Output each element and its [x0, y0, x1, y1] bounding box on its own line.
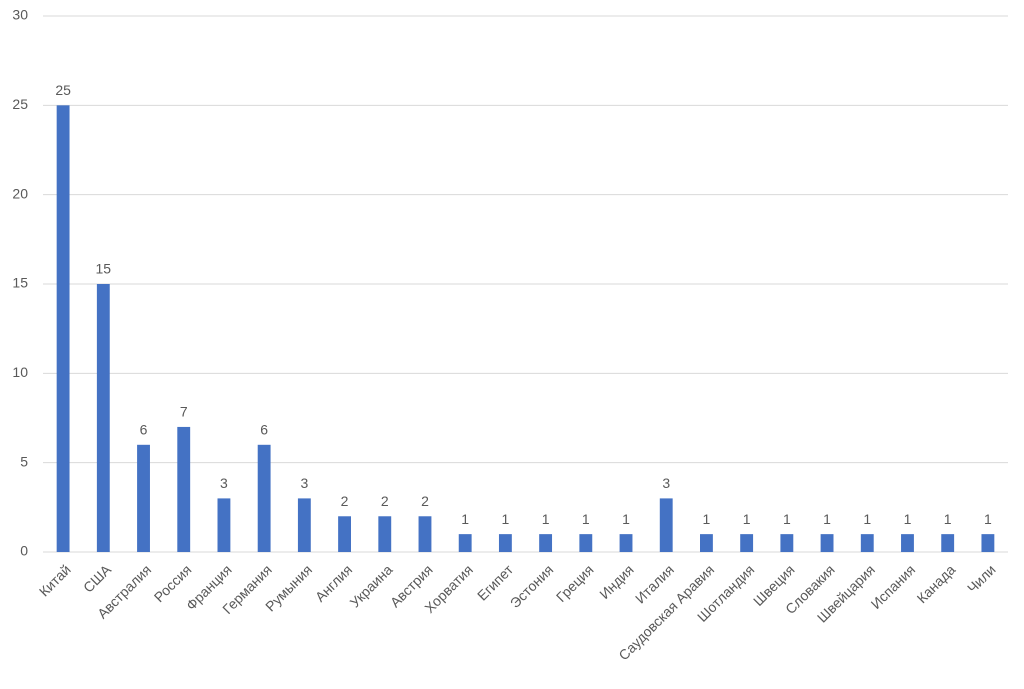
data-label: 3 [662, 475, 670, 491]
y-tick-label: 10 [12, 364, 28, 380]
x-tick-label: Эстония [507, 561, 557, 611]
data-label: 1 [743, 511, 751, 527]
bar [418, 516, 432, 552]
data-label: 1 [542, 511, 550, 527]
bar [137, 444, 150, 552]
x-tick-label: Украина [346, 561, 395, 610]
bar [338, 516, 351, 552]
data-label: 7 [180, 404, 188, 420]
bar [941, 534, 955, 552]
bar [498, 534, 512, 552]
data-label: 1 [904, 511, 912, 527]
data-label: 1 [582, 511, 590, 527]
bar [458, 534, 472, 552]
bar [860, 534, 874, 552]
y-tick-label: 0 [20, 543, 28, 559]
bar [257, 444, 271, 552]
x-tick-label: США [80, 561, 115, 596]
data-label: 2 [381, 493, 389, 509]
data-label: 1 [622, 511, 630, 527]
data-label: 1 [823, 511, 831, 527]
data-label: 25 [55, 82, 71, 98]
data-label: 6 [260, 422, 268, 438]
y-tick-label: 20 [12, 185, 28, 201]
bar [659, 498, 673, 552]
data-label: 1 [461, 511, 469, 527]
bar [901, 534, 914, 552]
data-label: 3 [300, 475, 308, 491]
y-tick-label: 15 [12, 275, 28, 291]
x-tick-label: Чили [964, 561, 999, 596]
y-tick-label: 5 [20, 453, 28, 469]
bar [780, 534, 794, 552]
data-label: 15 [96, 261, 112, 277]
data-label: 1 [501, 511, 509, 527]
bar [539, 534, 553, 552]
bar [217, 498, 231, 552]
bar [378, 516, 392, 552]
x-tick-label: Греция [553, 561, 597, 605]
data-label: 1 [703, 511, 711, 527]
y-tick-label: 30 [12, 7, 28, 23]
bar [740, 534, 754, 552]
bar [820, 534, 834, 552]
bar [981, 534, 995, 552]
bar [56, 105, 70, 552]
bar [297, 498, 311, 552]
data-label: 1 [984, 511, 992, 527]
bar [177, 426, 191, 552]
data-label: 6 [140, 422, 148, 438]
data-label: 2 [421, 493, 429, 509]
data-label: 1 [863, 511, 871, 527]
x-tick-label: Испания [868, 561, 919, 612]
bar [619, 534, 633, 552]
data-label: 1 [944, 511, 952, 527]
y-tick-label: 25 [12, 96, 28, 112]
bar [700, 534, 713, 552]
x-tick-label: Канада [914, 561, 959, 606]
bar [96, 284, 110, 552]
x-tick-label: Китай [36, 561, 74, 599]
x-tick-label: Индия [596, 561, 637, 602]
data-label: 1 [783, 511, 791, 527]
data-label: 2 [341, 493, 349, 509]
bar [579, 534, 593, 552]
data-label: 3 [220, 475, 228, 491]
